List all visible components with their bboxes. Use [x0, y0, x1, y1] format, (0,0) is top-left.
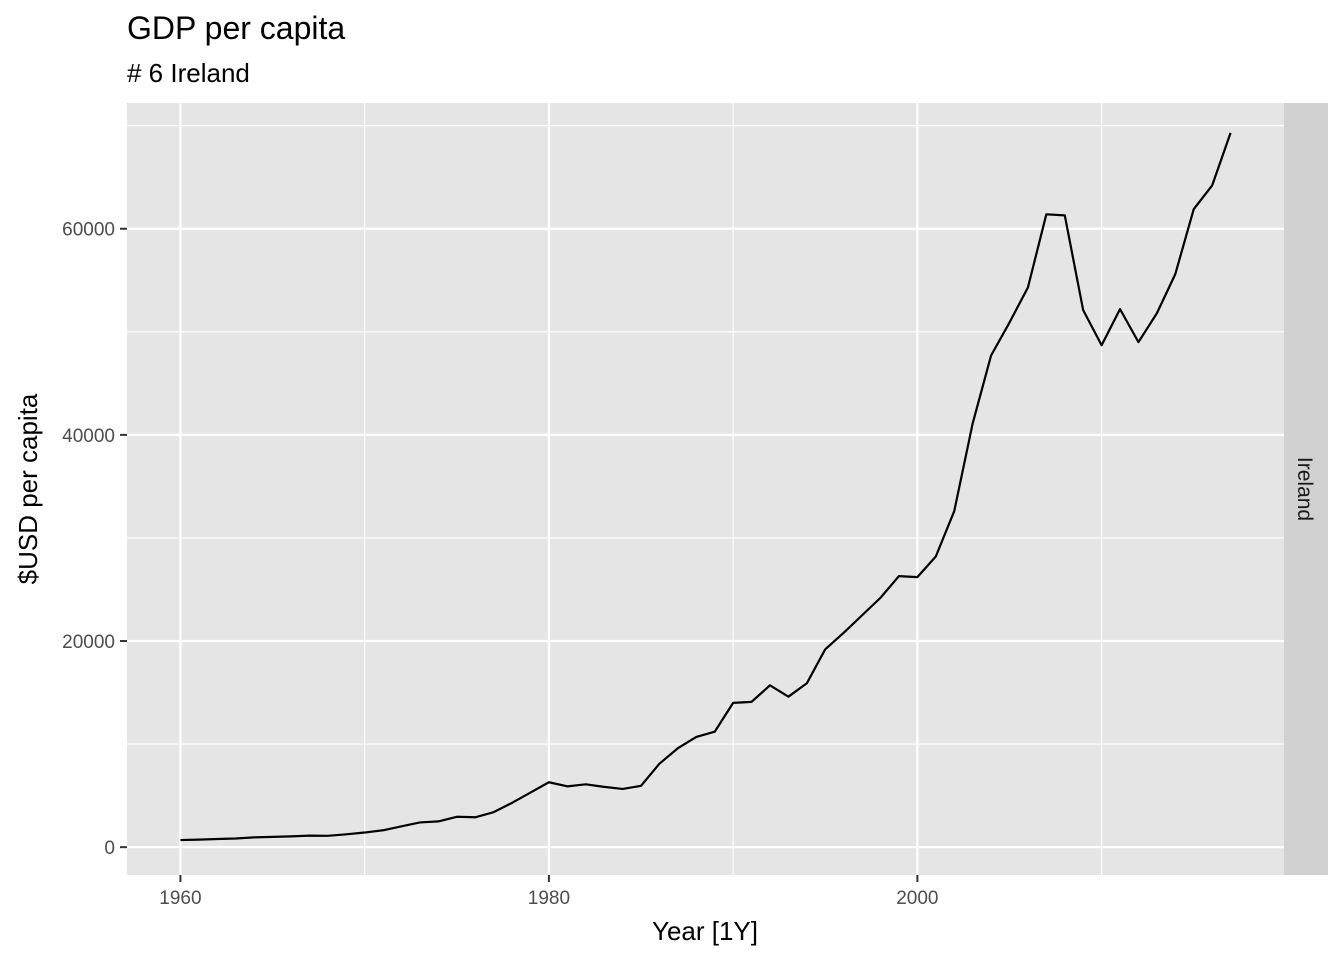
- y-tick-label: 40000: [62, 426, 115, 447]
- x-tick-label: 1980: [528, 888, 570, 909]
- chart-title: GDP per capita: [127, 10, 345, 46]
- x-axis-title: Year [1Y]: [652, 916, 758, 946]
- minor-gridlines: [127, 103, 1284, 875]
- facet-strip-label: Ireland: [1293, 457, 1316, 521]
- y-tick-label: 60000: [62, 220, 115, 241]
- y-axis-title: $USD per capita: [13, 393, 43, 584]
- y-axis: 0 20000 40000 60000: [62, 220, 127, 859]
- x-tick-label: 2000: [896, 888, 938, 909]
- series-line-ireland: [180, 132, 1232, 842]
- plot-panel: [127, 103, 1284, 875]
- x-axis: 1960 1980 2000: [159, 875, 939, 909]
- x-tick-label: 1960: [159, 888, 201, 909]
- y-tick-label: 0: [104, 838, 115, 859]
- chart-subtitle: # 6 Ireland: [127, 58, 250, 88]
- major-gridlines: [127, 103, 1284, 875]
- y-tick-label: 20000: [62, 632, 115, 653]
- facet-strip: [1284, 103, 1328, 875]
